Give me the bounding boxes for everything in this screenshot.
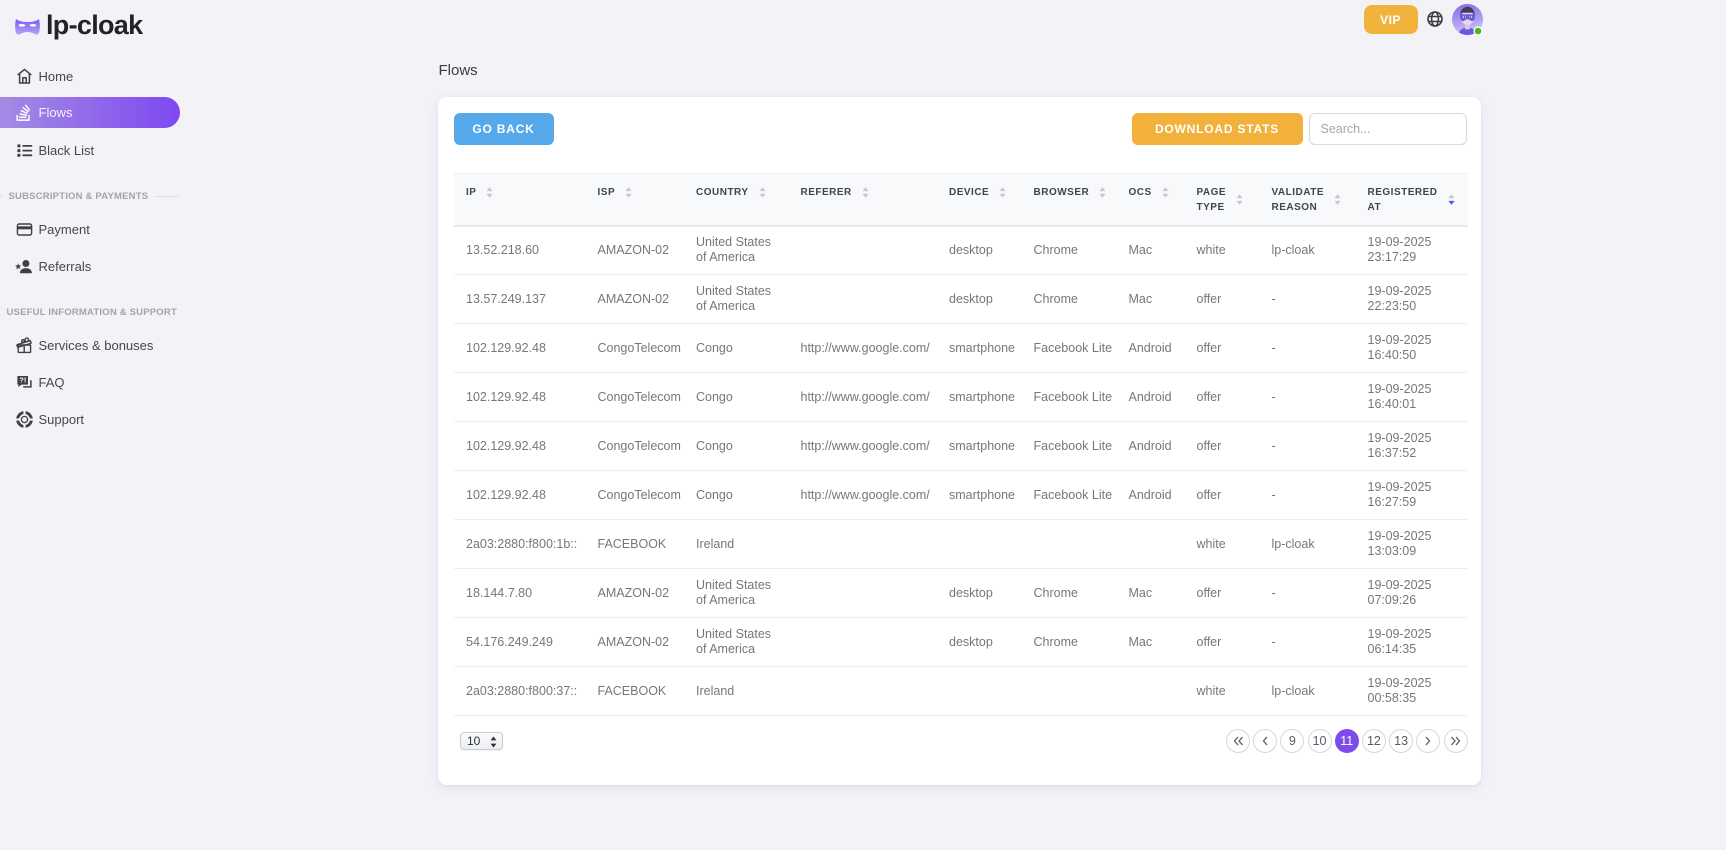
svg-text:?!: ?! <box>19 376 26 385</box>
